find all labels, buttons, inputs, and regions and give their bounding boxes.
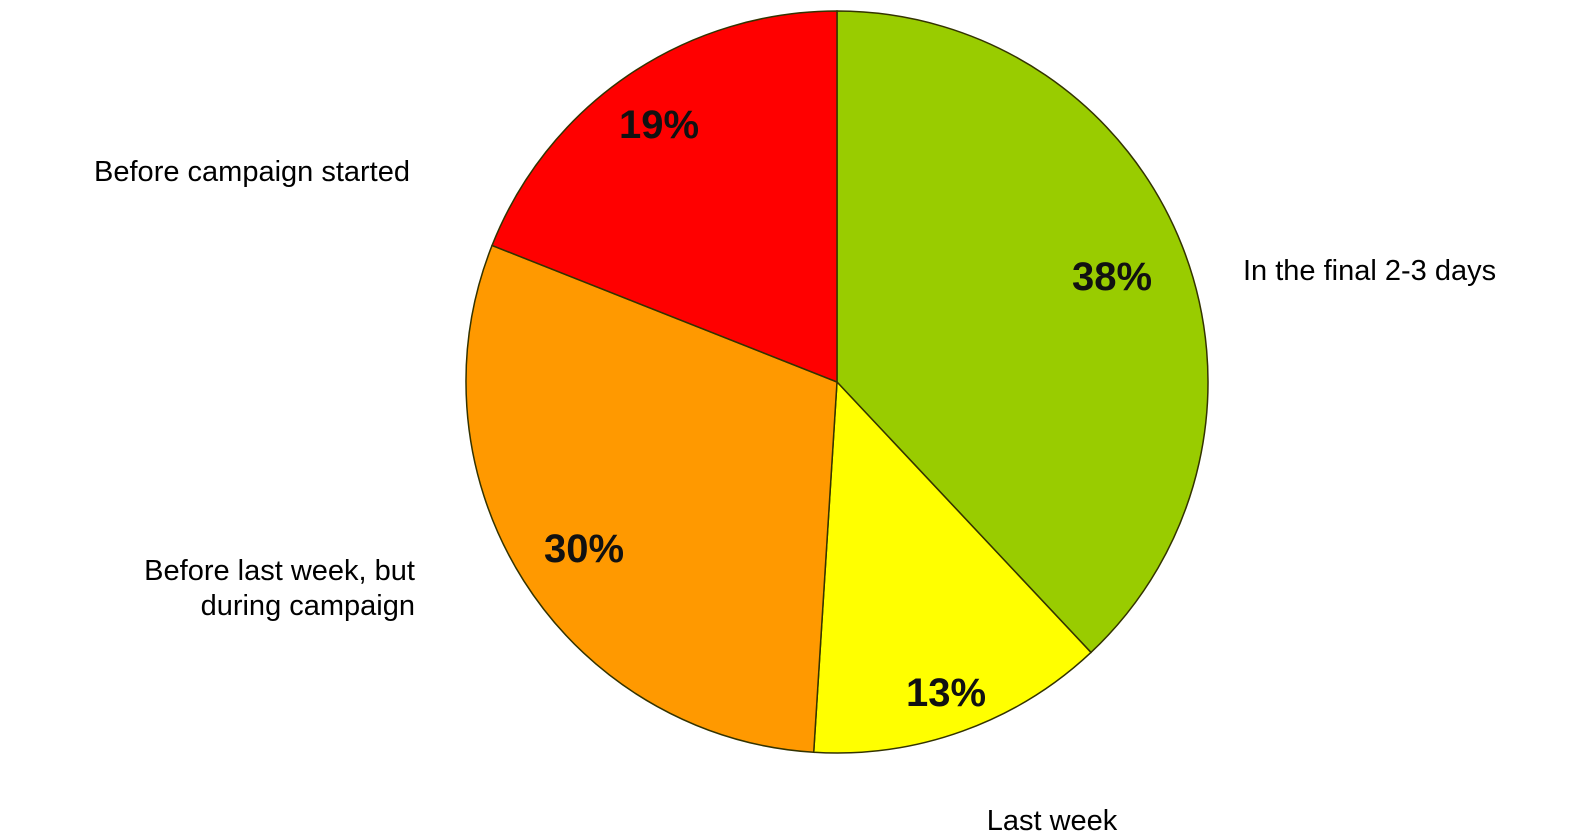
pie-slices xyxy=(465,10,1209,754)
slice-category-label: Before campaign started xyxy=(94,156,410,188)
slice-category-label: Before last week, but during campaign xyxy=(144,555,415,622)
pie-slice-3 xyxy=(465,244,838,754)
pie-category-labels: In the final 2-3 days Last week Before las… xyxy=(94,156,1496,837)
slice-value-label: 13% xyxy=(906,671,986,715)
pie-value-labels: 38% 13% 30% 19% xyxy=(544,103,1152,715)
slice-category-label: Last week xyxy=(987,805,1118,837)
slice-value-label: 38% xyxy=(1072,255,1152,299)
slice-value-label: 30% xyxy=(544,527,624,571)
slice-category-label: In the final 2-3 days xyxy=(1243,255,1496,287)
pie-slice-1 xyxy=(836,10,1209,654)
pie-slice-4 xyxy=(491,10,838,384)
pie-slice-2 xyxy=(812,380,1093,754)
slice-value-label: 19% xyxy=(619,103,699,147)
